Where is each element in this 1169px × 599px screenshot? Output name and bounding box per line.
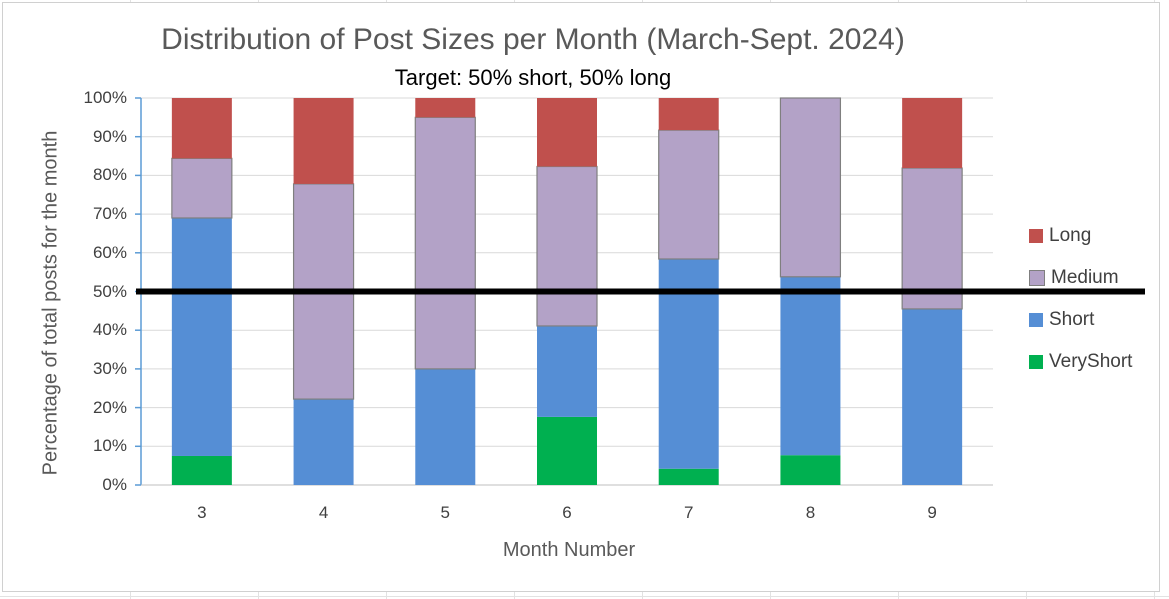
chart-title: Distribution of Post Sizes per Month (Ma… (161, 23, 905, 56)
x-tick-label: 8 (805, 503, 816, 522)
legend-item-short[interactable]: Short (1029, 299, 1132, 341)
bar-segment-medium-9[interactable] (901, 167, 963, 310)
bar-segment-medium-6[interactable] (536, 165, 598, 327)
bar-segment-long-6[interactable] (537, 98, 597, 167)
y-tick-label: 100% (83, 88, 127, 107)
legend-label: Medium (1051, 267, 1119, 288)
x-tick-label: 4 (318, 503, 329, 522)
bar-segment-short-9[interactable] (902, 308, 963, 485)
x-tick-label: 9 (927, 503, 937, 522)
y-tick-label: 80% (92, 165, 127, 185)
chart-area[interactable]: Distribution of Post Sizes per Month (Ma… (2, 2, 1160, 592)
legend-label: VeryShort (1049, 351, 1133, 372)
bar-segment-medium-8[interactable] (779, 97, 842, 278)
bar-segment-short-6[interactable] (537, 325, 597, 417)
bar-segment-long-5[interactable] (415, 98, 476, 118)
bar-segment-short-4[interactable] (293, 399, 354, 485)
x-tick-label: 6 (562, 503, 572, 522)
legend-label: Long (1049, 225, 1092, 246)
bar-segment-short-3[interactable] (171, 217, 232, 456)
y-tick-label: 90% (92, 126, 127, 146)
bar-segment-long-9[interactable] (902, 98, 963, 169)
legend-swatch (1029, 270, 1045, 286)
bar-segment-veryshort-7[interactable] (658, 468, 719, 485)
legend-label: Short (1049, 309, 1095, 330)
bar-segment-veryshort-8[interactable] (780, 455, 841, 485)
legend-item-long[interactable]: Long (1029, 215, 1132, 257)
bar-segment-short-8[interactable] (780, 276, 841, 456)
chart-legend[interactable]: Long Medium Short VeryShort (1029, 215, 1132, 383)
chart-plot (135, 97, 1145, 486)
y-tick-label: 10% (92, 436, 127, 456)
legend-item-medium[interactable]: Medium (1029, 257, 1132, 299)
bar-segment-veryshort-6[interactable] (537, 416, 597, 485)
bar-segment-long-3[interactable] (171, 98, 232, 159)
y-axis-title: Percentage of total posts for the month (39, 130, 62, 476)
x-tick-label: 3 (197, 503, 207, 522)
bar-segment-medium-5[interactable] (414, 116, 476, 370)
x-axis-title: Month Number (502, 539, 636, 561)
x-tick-label: 5 (440, 503, 451, 522)
y-tick-label: 70% (92, 204, 127, 224)
sheet-gridline (0, 596, 1169, 597)
y-tick-label: 50% (92, 281, 127, 301)
bar-segment-medium-7[interactable] (658, 129, 720, 260)
legend-swatch (1029, 355, 1043, 369)
y-tick-label: 0% (102, 475, 127, 494)
legend-swatch (1029, 229, 1043, 243)
bar-segment-long-7[interactable] (658, 98, 719, 131)
bar-segment-veryshort-3[interactable] (171, 455, 232, 485)
bar-segment-medium-3[interactable] (171, 157, 233, 219)
y-tick-label: 20% (92, 397, 127, 417)
y-tick-label: 60% (92, 242, 127, 262)
legend-swatch (1029, 313, 1043, 327)
y-tick-label: 30% (92, 358, 127, 378)
bar-segment-short-5[interactable] (415, 368, 476, 485)
x-tick-label: 7 (683, 503, 694, 522)
bar-segment-long-4[interactable] (293, 98, 354, 184)
legend-item-veryshort[interactable]: VeryShort (1029, 341, 1132, 383)
y-tick-label: 40% (92, 320, 127, 340)
chart-subtitle: Target: 50% short, 50% long (394, 65, 672, 90)
